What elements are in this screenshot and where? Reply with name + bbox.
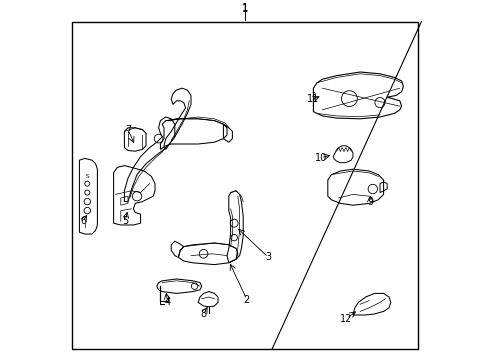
Text: 10: 10 (315, 153, 327, 163)
Text: S: S (86, 174, 90, 179)
Text: 11: 11 (307, 94, 319, 104)
Text: 3: 3 (266, 252, 271, 262)
Text: 12: 12 (341, 314, 353, 324)
Text: 8: 8 (200, 309, 207, 319)
Text: 6: 6 (80, 216, 86, 226)
Text: 1: 1 (242, 3, 248, 13)
Text: 4: 4 (165, 297, 171, 307)
Text: 5: 5 (122, 216, 128, 226)
Text: 9: 9 (367, 197, 373, 207)
Text: 2: 2 (244, 294, 250, 305)
Text: 7: 7 (125, 125, 131, 135)
Text: 1: 1 (242, 4, 248, 14)
